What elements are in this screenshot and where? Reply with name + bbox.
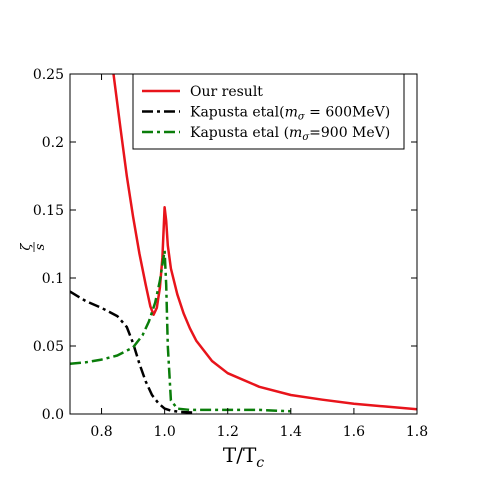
x-tick-label: 0.8	[90, 424, 112, 440]
y-tick-label: 0.1	[42, 271, 64, 287]
y-axis-label-numerator: ζ	[19, 243, 34, 251]
x-tick-label: 1.6	[343, 424, 365, 440]
plot-lines	[70, 74, 417, 414]
legend-label-2: Kapusta etal(mσ = 600MeV)	[190, 105, 390, 123]
x-tick-label: 1.2	[217, 424, 239, 440]
y-tick-label: 0.25	[33, 67, 64, 83]
x-axis-label: T/Tc	[223, 443, 264, 471]
legend-label-3: Kapusta etal (mσ=900 MeV)	[190, 125, 390, 143]
legend-box	[132, 73, 405, 150]
y-tick-label: 0.05	[33, 339, 64, 355]
series-line-3	[70, 249, 291, 413]
axis-ticks: 0.8 1.0 1.2 1.4 1.6 1.8 0.0 0.05 0.1 0.15 0.2 0.25	[33, 67, 428, 440]
legend-label-1: Our result	[190, 84, 263, 100]
x-tick-label: 1.4	[280, 424, 302, 440]
legend: Our result Kapusta etal(mσ = 600MeV) Kapus…	[132, 73, 405, 150]
x-axis-label-main: T/T	[223, 443, 257, 467]
x-tick-label: 1.8	[406, 424, 428, 440]
y-tick-label: 0.15	[33, 203, 64, 219]
y-tick-label: 0.0	[42, 407, 64, 423]
x-tick-label: 1.0	[154, 424, 176, 440]
y-axis-label-denominator: s	[33, 243, 48, 250]
series-line-1	[112, 74, 417, 411]
x-axis-label-sub: c	[256, 455, 264, 471]
y-tick-label: 0.2	[42, 135, 64, 151]
series-line-2	[70, 290, 197, 414]
